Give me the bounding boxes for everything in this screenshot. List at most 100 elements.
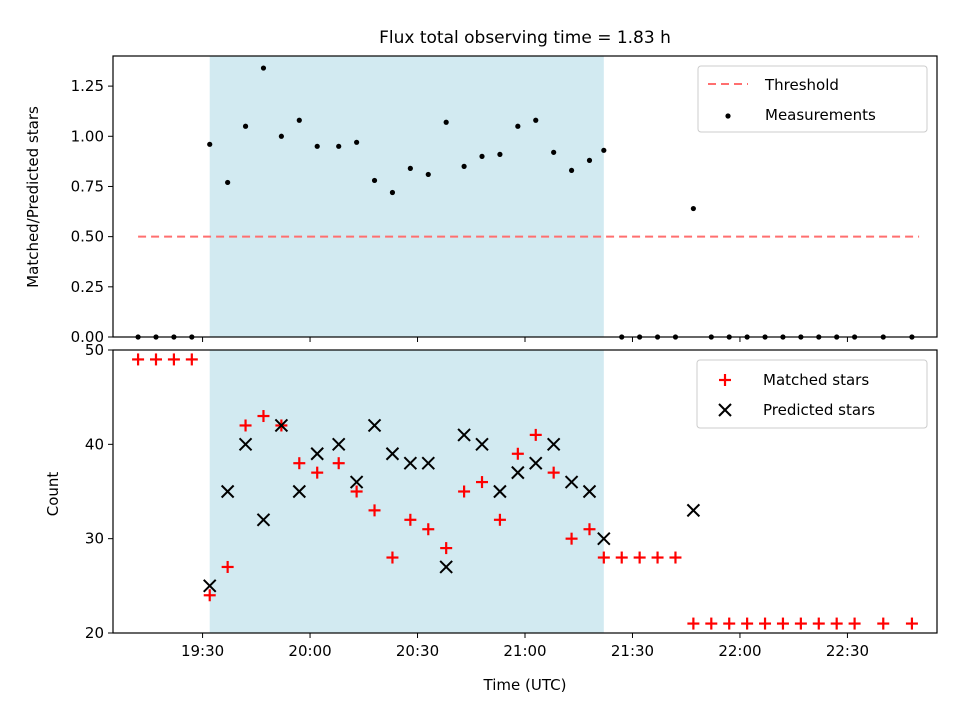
matched-star-marker (597, 551, 610, 564)
top-y-tick-label: 0.75 (71, 177, 104, 195)
predicted-star-marker (220, 484, 235, 499)
measurement-point (207, 141, 213, 147)
measurement-point (425, 171, 431, 178)
matched-star-marker (529, 428, 542, 441)
matched-star-marker (705, 617, 718, 630)
predicted-star-marker (493, 484, 507, 499)
measurement-point (479, 153, 485, 159)
matched-star-marker (723, 617, 736, 630)
matched-stars-points (132, 353, 918, 630)
matched-star-marker (203, 589, 216, 602)
matched-star-marker (776, 617, 789, 630)
matched-star-marker (404, 513, 417, 526)
measurement-point (568, 167, 575, 174)
matched-star-marker (812, 617, 825, 630)
measurement-points (135, 65, 915, 340)
bottom-shaded-interval (209, 350, 604, 633)
matched-star-marker (185, 353, 198, 366)
top-y-tick-label: 1.25 (71, 77, 104, 95)
x-tick-label: 21:00 (503, 642, 546, 660)
top-x-ticks (202, 337, 848, 342)
matched-star-marker (651, 551, 664, 564)
matched-star-marker (476, 476, 489, 489)
matched-star-marker (221, 560, 234, 573)
bottom-y-tick-label: 50 (85, 341, 104, 359)
bottom-y-tick-label: 30 (85, 530, 104, 548)
matched-star-marker (350, 485, 363, 498)
matched-star-marker (493, 513, 506, 526)
measurement-point (242, 123, 249, 129)
predicted-star-marker (686, 503, 701, 518)
matched-star-marker (386, 551, 399, 564)
matched-star-marker (368, 504, 381, 517)
predicted-star-marker (385, 447, 400, 461)
measurement-point (296, 117, 302, 123)
matched-star-marker (440, 542, 453, 555)
measurement-point (354, 139, 360, 145)
matched-star-marker (687, 617, 700, 630)
top-y-tick-label: 0.00 (71, 328, 104, 346)
measurement-point (586, 157, 593, 163)
matched-star-marker (422, 523, 435, 536)
measurement-point (225, 179, 231, 186)
matched-star-marker (615, 551, 628, 564)
top-y-ticks: 0.00 0.25 0.50 0.75 1.00 1.25 (71, 77, 113, 346)
chart-title: Flux total observing time = 1.83 h (379, 28, 671, 48)
measurement-point (551, 149, 557, 155)
x-tick-label: 20:30 (396, 642, 439, 660)
matched-star-marker (848, 617, 861, 630)
measurement-point (260, 65, 267, 71)
matched-star-marker (293, 457, 306, 470)
measurement-point (515, 123, 521, 129)
matched-star-marker (149, 353, 162, 366)
bottom-panel: 20 30 40 50 19:30 20:00 20:30 21:00 21:30 22:00 2… (44, 341, 938, 694)
predicted-stars-points (203, 418, 701, 593)
predicted-star-marker (331, 437, 346, 452)
bottom-y-ticks: 20 30 40 50 (85, 341, 113, 642)
x-tick-label: 20:00 (288, 642, 331, 660)
predicted-star-marker (421, 456, 435, 470)
matched-star-marker (741, 617, 754, 630)
matched-star-marker (830, 617, 843, 630)
predicted-star-marker (238, 437, 253, 452)
predicted-star-marker (439, 560, 453, 574)
top-panel: 0.00 0.25 0.50 0.75 1.00 1.25 Matched/Predict… (24, 55, 938, 346)
legend-predicted-label: Predicted stars (763, 401, 875, 419)
predicted-star-marker (292, 484, 307, 499)
bottom-x-ticks: 19:30 20:00 20:30 21:00 21:30 22:00 22:30 (181, 633, 869, 660)
top-y-tick-label: 0.25 (71, 278, 104, 296)
legend-measurements-swatch (725, 113, 731, 119)
predicted-star-marker (256, 513, 271, 527)
measurement-point (371, 177, 378, 184)
predicted-star-marker (511, 465, 525, 480)
predicted-star-marker (597, 531, 611, 546)
predicted-star-marker (310, 447, 324, 461)
legend-measurements-label: Measurements (765, 106, 876, 124)
matched-star-marker (332, 457, 345, 470)
top-shaded-interval (209, 56, 604, 337)
x-tick-label: 22:00 (718, 642, 761, 660)
matched-star-marker (511, 447, 524, 460)
bottom-legend: Matched stars Predicted stars (696, 359, 928, 429)
matched-star-marker (565, 532, 578, 545)
predicted-star-marker (475, 437, 489, 452)
top-y-axis-label: Matched/Predicted stars (24, 106, 42, 288)
x-tick-label: 22:30 (826, 642, 869, 660)
x-tick-label: 21:30 (611, 642, 654, 660)
predicted-star-marker (457, 428, 471, 442)
top-y-tick-label: 1.00 (71, 127, 104, 145)
predicted-star-marker (529, 456, 543, 470)
matched-star-marker (669, 551, 682, 564)
bottom-y-tick-label: 20 (85, 624, 104, 642)
measurement-point (336, 143, 342, 149)
x-axis-label: Time (UTC) (483, 676, 567, 694)
predicted-star-marker (274, 418, 289, 433)
matched-star-marker (583, 523, 596, 536)
legend-threshold-label: Threshold (764, 76, 839, 94)
measurement-point (690, 205, 696, 212)
bottom-y-tick-label: 40 (85, 435, 104, 453)
matched-star-marker (759, 617, 772, 630)
predicted-star-marker (367, 418, 382, 433)
measurement-point (389, 189, 396, 196)
measurement-point (461, 163, 467, 169)
